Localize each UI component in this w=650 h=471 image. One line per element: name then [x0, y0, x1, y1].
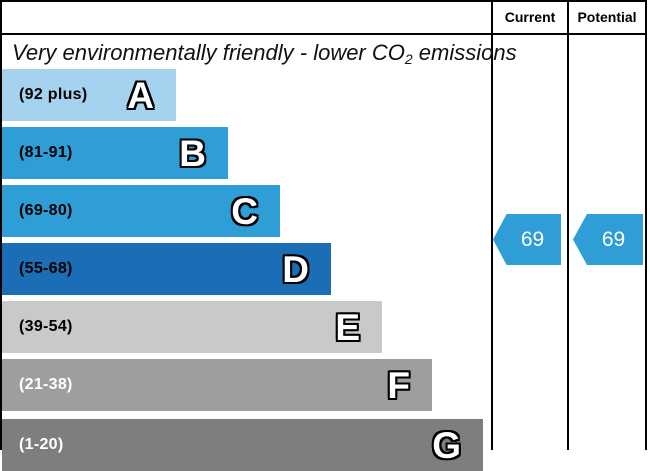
band-letter: A	[127, 74, 154, 116]
column-divider-potential	[567, 0, 569, 450]
chart-title: Very environmentally friendly - lower CO…	[12, 40, 517, 67]
band-range-label: (21-38)	[19, 376, 73, 393]
header-separator-line	[0, 33, 647, 35]
chart-title-text-end: emissions	[412, 40, 517, 65]
band-range-label: (39-54)	[19, 318, 73, 335]
band-row-g: (1-20) G	[2, 419, 483, 471]
band-range-label: (55-68)	[19, 260, 73, 277]
current-rating-value: 69	[520, 227, 545, 251]
column-divider-current	[491, 0, 493, 450]
table-border-top	[0, 0, 647, 2]
potential-rating-value: 69	[601, 227, 626, 251]
band-letter: E	[335, 306, 360, 348]
chart-title-text: Very environmentally friendly - lower CO	[12, 40, 405, 65]
band-letter: G	[432, 424, 461, 466]
band-row-b: (81-91) B	[2, 127, 228, 179]
band-letter: B	[179, 132, 206, 174]
current-rating-arrow: 69	[493, 214, 561, 265]
band-letter: D	[282, 248, 309, 290]
band-row-d: (55-68) D	[2, 243, 331, 295]
column-header-current: Current	[504, 9, 556, 25]
table-border-right	[645, 0, 647, 450]
band-letter: C	[231, 190, 258, 232]
chart-title-subscript: 2	[404, 51, 413, 67]
band-range-label: (92 plus)	[19, 86, 88, 103]
column-header-potential: Potential	[577, 9, 637, 25]
band-row-e: (39-54) E	[2, 301, 382, 353]
band-row-c: (69-80) C	[2, 185, 280, 237]
band-range-label: (69-80)	[19, 202, 73, 219]
table-border-left	[0, 0, 2, 450]
band-row-f: (21-38) F	[2, 359, 432, 411]
band-letter: F	[387, 364, 410, 406]
band-row-a: (92 plus) A	[2, 69, 176, 121]
potential-rating-arrow: 69	[573, 214, 643, 265]
band-range-label: (81-91)	[19, 144, 73, 161]
band-range-label: (1-20)	[19, 436, 64, 453]
